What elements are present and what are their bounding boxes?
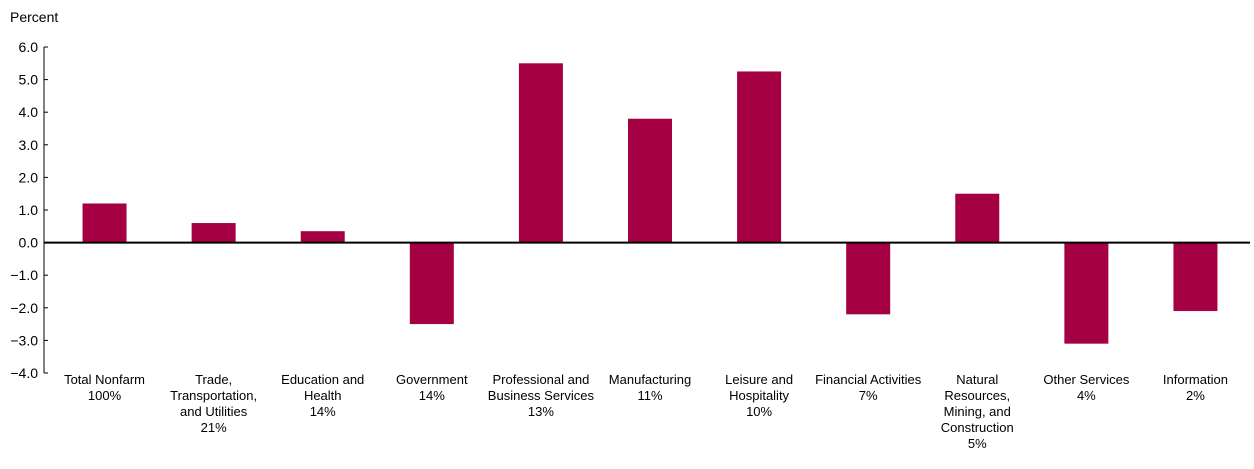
category-label: Total Nonfarm 100% (64, 372, 145, 403)
y-tick-label: 4.0 (19, 104, 39, 120)
category-label-line: Leisure and (725, 372, 793, 387)
category-label-line: 21% (201, 420, 227, 435)
category-label-line: Trade, (195, 372, 232, 387)
category-label-line: Mining, and (944, 404, 1011, 419)
y-tick-label: 0.0 (19, 235, 39, 251)
bar (1064, 242, 1109, 344)
category-label-line: 2% (1186, 388, 1205, 403)
bar (300, 231, 345, 243)
category-label-line: 5% (968, 436, 987, 451)
category-label: Information 2% (1163, 372, 1228, 403)
category-label-line: 13% (528, 404, 554, 419)
category-label: Government 14% (396, 372, 468, 403)
y-tick-label: 2.0 (19, 169, 39, 185)
category-label-line: 14% (310, 404, 336, 419)
category-label-line: Business Services (488, 388, 595, 403)
bar (628, 118, 672, 243)
bar (846, 242, 891, 315)
category-label-line: 4% (1077, 388, 1096, 403)
category-label-line: Financial Activities (815, 372, 922, 387)
category-label: Leisure and Hospitality 10% (725, 372, 793, 419)
y-tick-label: 1.0 (19, 202, 39, 218)
bar (82, 203, 127, 243)
y-tick-label: −2.0 (10, 300, 38, 316)
category-label-line: 11% (637, 388, 662, 403)
y-tick-label: 5.0 (19, 72, 39, 88)
category-label-line: Hospitality (729, 388, 789, 403)
bar (737, 71, 782, 243)
category-label-line: 7% (859, 388, 878, 403)
category-label-line: Resources, (944, 388, 1010, 403)
category-label-line: Health (304, 388, 342, 403)
category-label: Professional and Business Services 13% (488, 372, 595, 419)
category-label-line: 10% (746, 404, 772, 419)
category-label: Other Services 4% (1043, 372, 1129, 403)
y-axis-label: Percent (10, 9, 58, 25)
category-label-line: Construction (941, 420, 1014, 435)
y-tick-label: −3.0 (10, 332, 38, 348)
bar (518, 63, 563, 243)
y-tick-label: 3.0 (19, 137, 39, 153)
category-label-line: Transportation, (170, 388, 257, 403)
category-label-line: Total Nonfarm (64, 372, 145, 387)
category-label: Financial Activities 7% (815, 372, 922, 403)
y-tick-label: 6.0 (19, 39, 39, 55)
category-label-line: Information (1163, 372, 1228, 387)
category-label: Natural Resources, Mining, and Construction… (941, 372, 1014, 451)
bar (191, 223, 236, 243)
category-label: Manufacturing 11% (609, 372, 691, 403)
category-label-line: and Utilities (180, 404, 248, 419)
bar (409, 242, 454, 325)
bar (1173, 242, 1218, 312)
category-label-line: 14% (419, 388, 445, 403)
bar (955, 193, 1000, 243)
category-label-line: Education and (281, 372, 364, 387)
category-label: Trade, Transportation, and Utilities 21% (170, 372, 257, 435)
category-label-line: Professional and (492, 372, 589, 387)
category-label: Education and Health 14% (281, 372, 364, 419)
category-label-line: 100% (88, 388, 122, 403)
category-label-line: Government (396, 372, 468, 387)
category-label-line: Other Services (1043, 372, 1129, 387)
category-label-line: Natural (956, 372, 998, 387)
y-tick-label: −4.0 (10, 365, 38, 381)
y-tick-label: −1.0 (10, 267, 38, 283)
category-label-line: Manufacturing (609, 372, 691, 387)
